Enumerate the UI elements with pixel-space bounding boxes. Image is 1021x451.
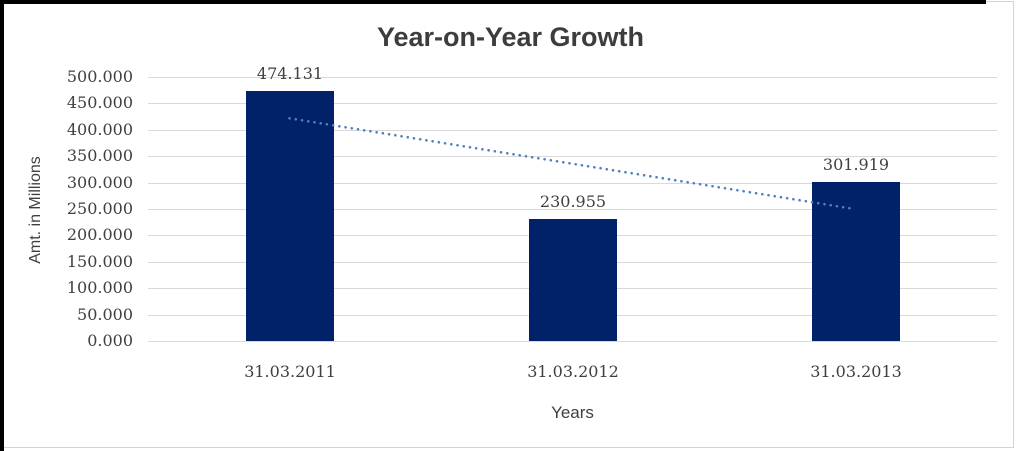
y-axis-tick-label: 200.000: [66, 225, 133, 244]
bar-value-label: 230.955: [539, 192, 607, 211]
y-axis-tick-label: 350.000: [66, 146, 133, 165]
x-axis-tick-label: 31.03.2012: [527, 362, 619, 381]
gridline: [148, 77, 997, 78]
y-axis-tick-label: 0.000: [87, 331, 133, 350]
left-frame-edge: [0, 0, 4, 451]
y-axis-tick-label: 100.000: [66, 278, 133, 297]
y-axis-tick-label: 300.000: [66, 173, 133, 192]
y-axis-tick-label: 400.000: [66, 120, 133, 139]
bar-31.03.2013: [812, 182, 900, 341]
bar-31.03.2012: [529, 219, 617, 341]
top-frame-edge: [0, 0, 986, 4]
bar-value-label: 301.919: [822, 155, 890, 174]
chart-title: Year-on-Year Growth: [376, 22, 645, 52]
x-axis-title: Years: [551, 403, 594, 422]
y-axis-tick-label: 450.000: [66, 93, 133, 112]
y-axis-tick-label: 150.000: [66, 252, 133, 271]
y-axis-tick-label: 50.000: [77, 305, 133, 324]
y-axis-tick-label: 250.000: [66, 199, 133, 218]
x-axis-tick-label: 31.03.2013: [810, 362, 902, 381]
bar-31.03.2011: [246, 91, 334, 341]
bar-value-label: 474.131: [256, 64, 324, 83]
gridline: [148, 103, 997, 104]
x-axis-tick-label: 31.03.2011: [244, 362, 336, 381]
y-axis-tick-label: 500.000: [66, 67, 133, 86]
gridline: [148, 341, 997, 342]
